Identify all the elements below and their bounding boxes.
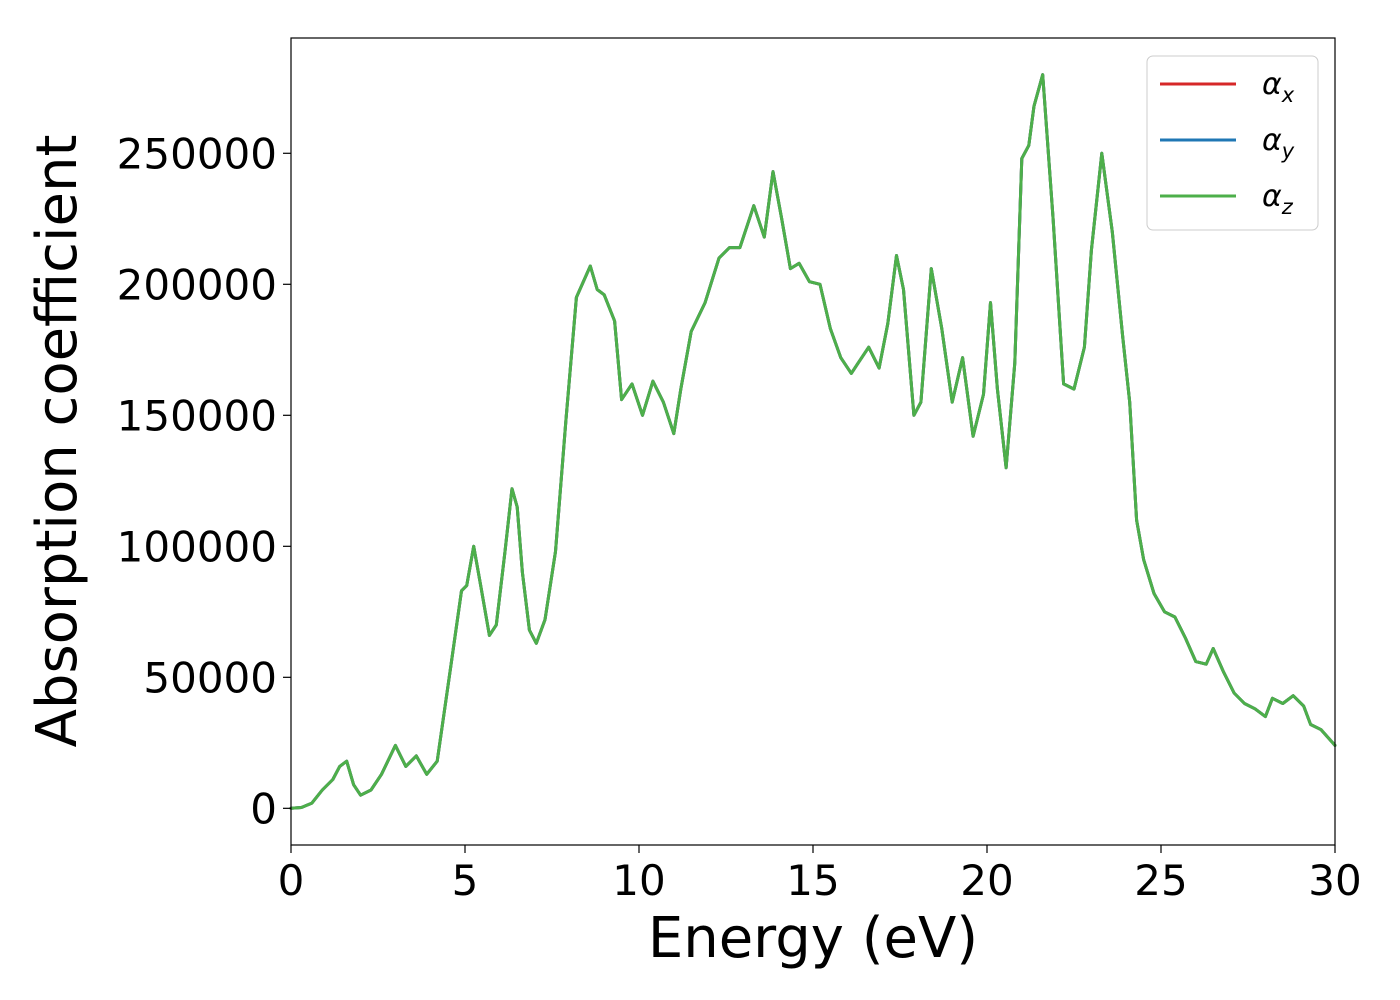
series-line-alpha-z — [289, 73, 1337, 810]
legend-label-x: αx — [1262, 67, 1295, 107]
legend-label-z: αz — [1262, 179, 1294, 219]
x-tick-label: 30 — [1308, 856, 1361, 905]
x-tick-label: 20 — [960, 856, 1013, 905]
series-layer — [289, 73, 1337, 810]
y-tick-label: 50000 — [143, 653, 277, 702]
y-tick-label: 200000 — [117, 260, 277, 309]
y-tick-label: 150000 — [117, 391, 277, 440]
x-axis-title: Energy (eV) — [648, 906, 978, 971]
x-axis: 0 5 10 15 20 25 30 — [278, 845, 1362, 905]
y-tick-label: 250000 — [117, 129, 277, 178]
legend-box — [1146, 55, 1319, 231]
legend-label-y: αy — [1262, 123, 1295, 163]
y-tick-label: 0 — [250, 784, 277, 833]
x-tick-label: 10 — [612, 856, 665, 905]
x-tick-label: 5 — [452, 856, 479, 905]
y-axis: 0 50000 100000 150000 200000 250000 — [117, 129, 291, 833]
x-tick-label: 0 — [278, 856, 305, 905]
y-tick-label: 100000 — [117, 522, 277, 571]
x-tick-label: 25 — [1134, 856, 1187, 905]
legend: αx αy αz — [1146, 55, 1319, 231]
x-tick-label: 15 — [786, 856, 839, 905]
y-axis-title: Absorption coefficient — [25, 135, 90, 748]
